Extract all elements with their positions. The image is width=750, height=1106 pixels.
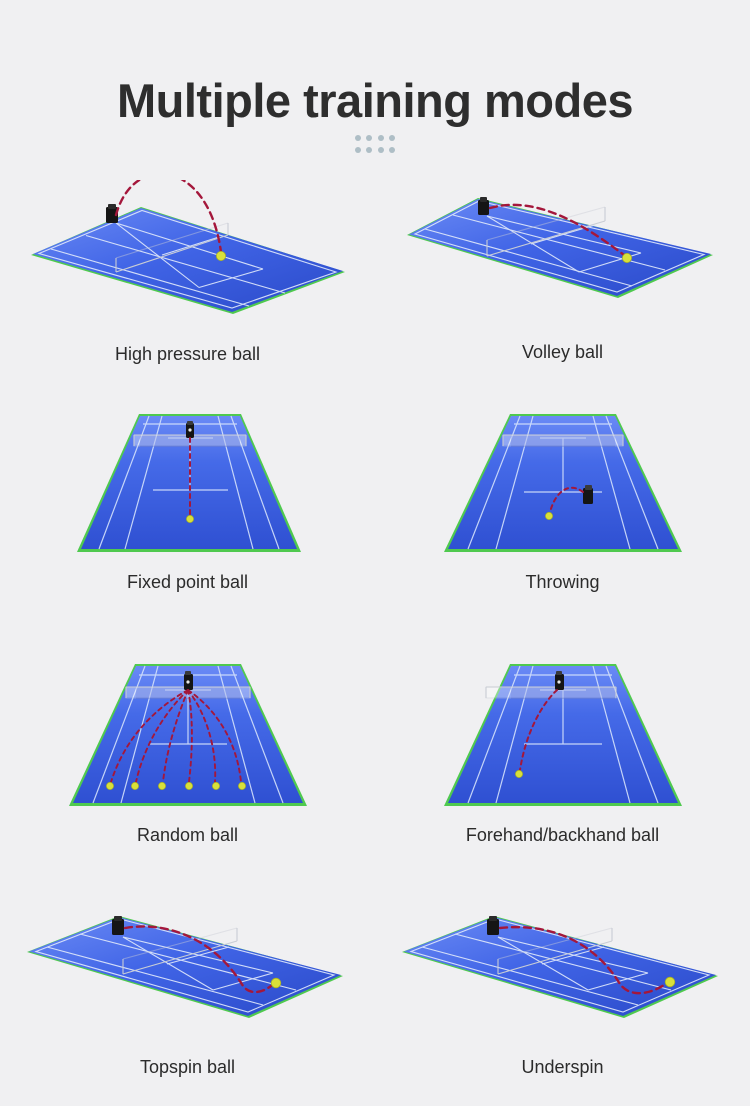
tennis-ball [621, 253, 632, 264]
tennis-ball [211, 782, 220, 790]
mode-card-volley-ball[interactable]: Volley ball [375, 180, 750, 363]
tennis-ball [544, 512, 553, 520]
modes-row-1: High pressure ball [0, 180, 750, 400]
trajectory-path [186, 689, 216, 783]
mode-card-topspin-ball[interactable]: Topspin ball [0, 906, 375, 1078]
net-shadow-band [510, 688, 615, 699]
court-lines [36, 209, 338, 309]
net [501, 434, 624, 447]
net-shadow-band [510, 436, 615, 447]
ball-machine [477, 197, 489, 215]
trajectory-fan [109, 689, 242, 783]
tennis-ball [105, 782, 114, 790]
tennis-ball [664, 976, 675, 988]
tennis-ball [514, 770, 523, 778]
tennis-ball [184, 782, 193, 790]
tennis-ball-group [105, 782, 246, 790]
ball-machine [183, 671, 193, 690]
deco-dot [388, 135, 395, 141]
trajectory-path [498, 925, 665, 995]
court-lines [466, 415, 659, 550]
court-illustration-isometric [26, 916, 343, 1018]
trajectory-path [123, 925, 272, 994]
court-surface [406, 198, 713, 298]
court-lines [97, 415, 280, 550]
ball-machine [111, 916, 124, 935]
court-lines [33, 918, 336, 1013]
deco-dot [377, 135, 384, 141]
tennis-ball [157, 782, 166, 790]
trajectory-path [548, 486, 584, 513]
trajectory-path [161, 689, 189, 783]
court-surface [401, 916, 718, 1018]
modes-row-2: Fixed point ball [0, 410, 750, 650]
court-illustration-isometric [30, 180, 345, 314]
net [485, 206, 606, 257]
net [121, 927, 238, 975]
net [496, 927, 613, 975]
mode-card-throwing[interactable]: Throwing [375, 410, 750, 593]
mode-label: Forehand/backhand ball [465, 825, 660, 845]
court-illustration-perspective [76, 414, 301, 552]
mode-card-high-pressure-ball[interactable]: High pressure ball [0, 180, 375, 365]
tennis-ball [130, 782, 139, 790]
tennis-ball [185, 515, 194, 523]
trajectory-path [186, 689, 193, 783]
deco-dot [366, 135, 373, 141]
deco-dot [377, 146, 384, 153]
court-surface [30, 207, 345, 314]
ball-machine [582, 485, 593, 504]
trajectory-path [186, 689, 242, 783]
mode-card-random-ball[interactable]: Random ball [0, 660, 375, 846]
deco-dot [388, 146, 395, 153]
modes-row-4: Topspin ball [0, 906, 750, 1106]
deco-dot [366, 146, 373, 153]
modes-row-3: Random ball [0, 660, 750, 900]
mode-label: Topspin ball [139, 1057, 236, 1077]
trajectory-path [488, 203, 625, 257]
trajectory-path [134, 689, 189, 783]
mode-card-underspin[interactable]: Underspin [375, 906, 750, 1078]
training-modes-grid: High pressure ball [0, 180, 750, 1106]
dot-grid-decoration [355, 135, 397, 155]
court-surface [26, 916, 343, 1018]
court-illustration-isometric [401, 916, 718, 1018]
page-title: Multiple training modes [117, 74, 633, 128]
mode-label: Underspin [521, 1057, 604, 1077]
tennis-ball [215, 251, 226, 262]
court-lines [91, 665, 284, 804]
court-illustration-perspective [443, 414, 682, 552]
deco-dot [355, 135, 361, 141]
mode-card-fixed-point-ball[interactable]: Fixed point ball [0, 410, 375, 593]
deco-dot [355, 146, 361, 153]
ball-machine [105, 204, 118, 223]
net [484, 686, 617, 699]
mode-label: Throwing [525, 572, 600, 592]
ball-machine [554, 671, 564, 690]
ball-machine [486, 916, 499, 935]
ball-machine [185, 421, 194, 438]
mode-label: Volley ball [521, 342, 604, 362]
court-lines [408, 918, 711, 1013]
tennis-ball [270, 977, 281, 989]
mode-card-forehand-backhand-ball[interactable]: Forehand/backhand ball [375, 660, 750, 846]
court-illustration-perspective [443, 664, 682, 806]
court-illustration-perspective [68, 664, 307, 806]
tennis-ball [237, 782, 246, 790]
mode-label: High pressure ball [114, 344, 261, 364]
mode-label: Random ball [136, 825, 239, 845]
court-illustration-isometric [406, 197, 713, 298]
net [114, 222, 229, 273]
mode-label: Fixed point ball [126, 572, 249, 592]
trajectory-path [109, 689, 189, 783]
